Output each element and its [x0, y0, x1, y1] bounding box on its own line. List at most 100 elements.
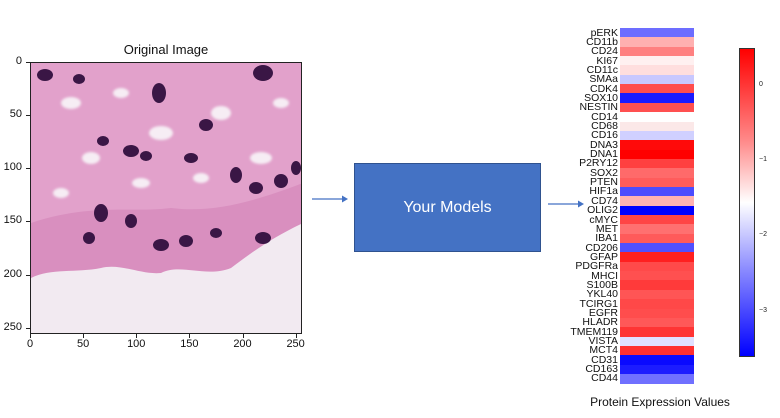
heatmap-cell: [620, 215, 694, 225]
image-y-tick-label: 150: [3, 214, 22, 227]
heatmap-cell: [620, 271, 694, 281]
heatmap-cell: [620, 224, 694, 235]
heatmap-row-label: CD11c: [586, 63, 618, 76]
heatmap-cell: [620, 261, 694, 272]
heatmap-cell: [620, 289, 694, 300]
heatmap-cell: [620, 37, 694, 48]
heatmap-cell: [620, 56, 694, 66]
heatmap-cell: [620, 177, 694, 188]
colorbar: [739, 48, 755, 357]
heatmap-cell: [620, 280, 694, 291]
heatmap-row-label: DNA3: [589, 138, 618, 151]
heatmap-cell: [620, 130, 694, 141]
image-x-tick-label: 150: [180, 338, 199, 350]
heatmap-cell: [620, 336, 694, 347]
heatmap-row-label: PTEN: [589, 176, 618, 189]
colorbar-tick-label: −1: [759, 156, 767, 164]
heatmap-cell: [620, 233, 694, 244]
heatmap-row-label: SOX10: [584, 91, 618, 104]
heatmap-cell: [620, 28, 694, 38]
heatmap-cell: [620, 327, 694, 337]
image-x-tick-mark: [83, 334, 85, 338]
image-y-tick-mark: [26, 327, 30, 329]
heatmap-row-label: CD14: [591, 110, 618, 123]
heatmap-cell: [620, 168, 694, 178]
image-y-tick-label: 200: [3, 267, 22, 280]
heatmap-cell: [620, 65, 694, 76]
heatmap-cell: [620, 355, 694, 365]
heatmap-row-label: OLIG2: [587, 204, 618, 217]
image-x-tick-mark: [242, 334, 244, 338]
heatmap-row-label: CD44: [591, 372, 618, 385]
heatmap-row-label: EGFR: [588, 307, 618, 319]
histology-image: [30, 62, 302, 334]
heatmap-cell: [620, 299, 694, 309]
image-x-tick-label: 200: [233, 338, 252, 350]
heatmap-row-label: CD16: [591, 129, 618, 142]
heatmap-row-label: TMEM119: [570, 325, 618, 338]
heatmap-row-label: CD163: [585, 363, 618, 376]
heatmap-row-label: P2RY12: [579, 157, 618, 170]
image-x-tick-label: 50: [77, 338, 90, 350]
heatmap-cell: [620, 93, 694, 104]
heatmap-row-label: MET: [595, 222, 618, 235]
heatmap-cell: [620, 121, 694, 132]
heatmap-row-label: CD11b: [586, 35, 618, 48]
image-y-tick-label: 250: [3, 320, 22, 333]
heatmap-row-label: SOX2: [589, 166, 618, 179]
heatmap-row-label: pERK: [590, 26, 618, 39]
heatmap-cell: [620, 140, 694, 150]
heatmap-row-label: HIF1a: [589, 185, 618, 198]
image-y-tick-mark: [26, 274, 30, 276]
colorbar-tick-label: −3: [759, 306, 767, 314]
heatmap-cell: [620, 205, 694, 216]
arrow-to-model-icon: [312, 195, 348, 203]
image-x-tick-mark: [30, 334, 31, 338]
heatmap-row-label: HLADR: [582, 316, 618, 329]
heatmap-row-label: CD206: [585, 241, 618, 254]
heatmap-row-label: CD74: [591, 194, 618, 207]
image-x-tick-label: 100: [127, 338, 146, 350]
image-y-tick-mark: [26, 221, 30, 223]
heatmap-row-label: NESTIN: [579, 101, 618, 114]
image-x-tick-mark: [295, 334, 297, 338]
image-y-tick-label: 100: [3, 161, 22, 174]
heatmap-row-label: TCIRG1: [579, 297, 618, 310]
heatmap-cell: [620, 308, 694, 319]
heatmap-cell: [620, 345, 694, 356]
image-x-tick-label: 0: [26, 338, 34, 350]
model-box: Your Models: [354, 163, 541, 252]
heatmap-cell: [620, 186, 694, 197]
image-y-tick-label: 50: [9, 108, 22, 121]
heatmap-cell: [620, 46, 694, 57]
image-x-tick-mark: [136, 334, 138, 338]
model-box-label: Your Models: [403, 198, 492, 216]
heatmap-row-label: SMAa: [589, 73, 618, 86]
heatmap-cell: [620, 317, 694, 328]
arrow-to-heatmap-icon: [548, 200, 584, 208]
heatmap-row-label: MHCI: [591, 269, 618, 282]
heatmap-cell: [620, 252, 694, 263]
image-title: Original Image: [123, 42, 209, 57]
heatmap-row-label: YKL40: [586, 288, 618, 301]
heatmap-cell: [620, 74, 694, 85]
heatmap-row-label: CDK4: [589, 82, 618, 95]
heatmap-row-label: CD24: [591, 45, 618, 58]
heatmap-row-label: PDGFRa: [575, 260, 618, 273]
heatmap-cell: [620, 149, 694, 160]
image-y-tick-mark: [26, 115, 30, 117]
protein-heatmap: pERK CD11b CD24 KI67 CD11c SMAa CDK4 SOX10 NESTI…: [570, 27, 694, 384]
heatmap-cell: [620, 196, 694, 207]
heatmap-caption: Protein Expression Values: [590, 395, 730, 409]
heatmap-row-label: MCT4: [589, 344, 618, 357]
heatmap-cell: [620, 84, 694, 94]
heatmap-cell: [620, 102, 694, 113]
heatmap-row-label: KI67: [596, 54, 618, 67]
heatmap-row-label: cMYC: [589, 213, 618, 226]
heatmap-cell: [620, 364, 694, 375]
image-x-tick-label: 250: [286, 338, 305, 350]
colorbar-tick-label: 0: [759, 80, 763, 88]
heatmap-row-label: GFAP: [589, 250, 618, 263]
heatmap-row-label: IBA1: [595, 232, 618, 245]
heatmap-cell: [620, 112, 694, 122]
